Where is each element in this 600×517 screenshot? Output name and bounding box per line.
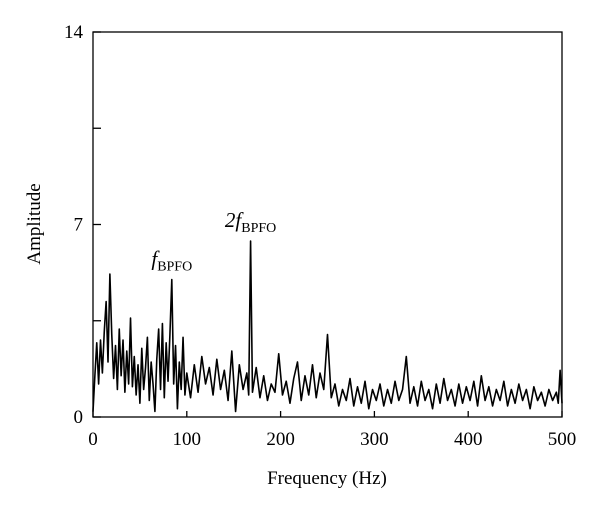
x-tick-label: 500 — [548, 429, 577, 450]
x-axis-label: Frequency (Hz) — [267, 468, 387, 489]
x-tick-label: 100 — [173, 429, 202, 450]
spectrum-line — [92, 240, 563, 413]
x-tick-label: 300 — [360, 429, 389, 450]
annotation-text: 2f — [225, 208, 245, 232]
annotation-text: f — [151, 247, 160, 271]
annotation-subscript: BPFO — [157, 260, 192, 275]
annotation-subscript: BPFO — [241, 221, 276, 236]
x-tick-label: 0 — [88, 429, 98, 450]
y-tick-label: 14 — [64, 22, 84, 43]
x-tick-label: 200 — [266, 429, 295, 450]
x-tick-label: 400 — [454, 429, 483, 450]
y-axis-label: Amplitude — [24, 183, 45, 264]
y-tick-label: 0 — [74, 407, 84, 428]
y-tick-label: 7 — [74, 215, 84, 236]
annotation: fBPFO — [151, 247, 192, 275]
annotation: 2fBPFO — [225, 208, 276, 236]
